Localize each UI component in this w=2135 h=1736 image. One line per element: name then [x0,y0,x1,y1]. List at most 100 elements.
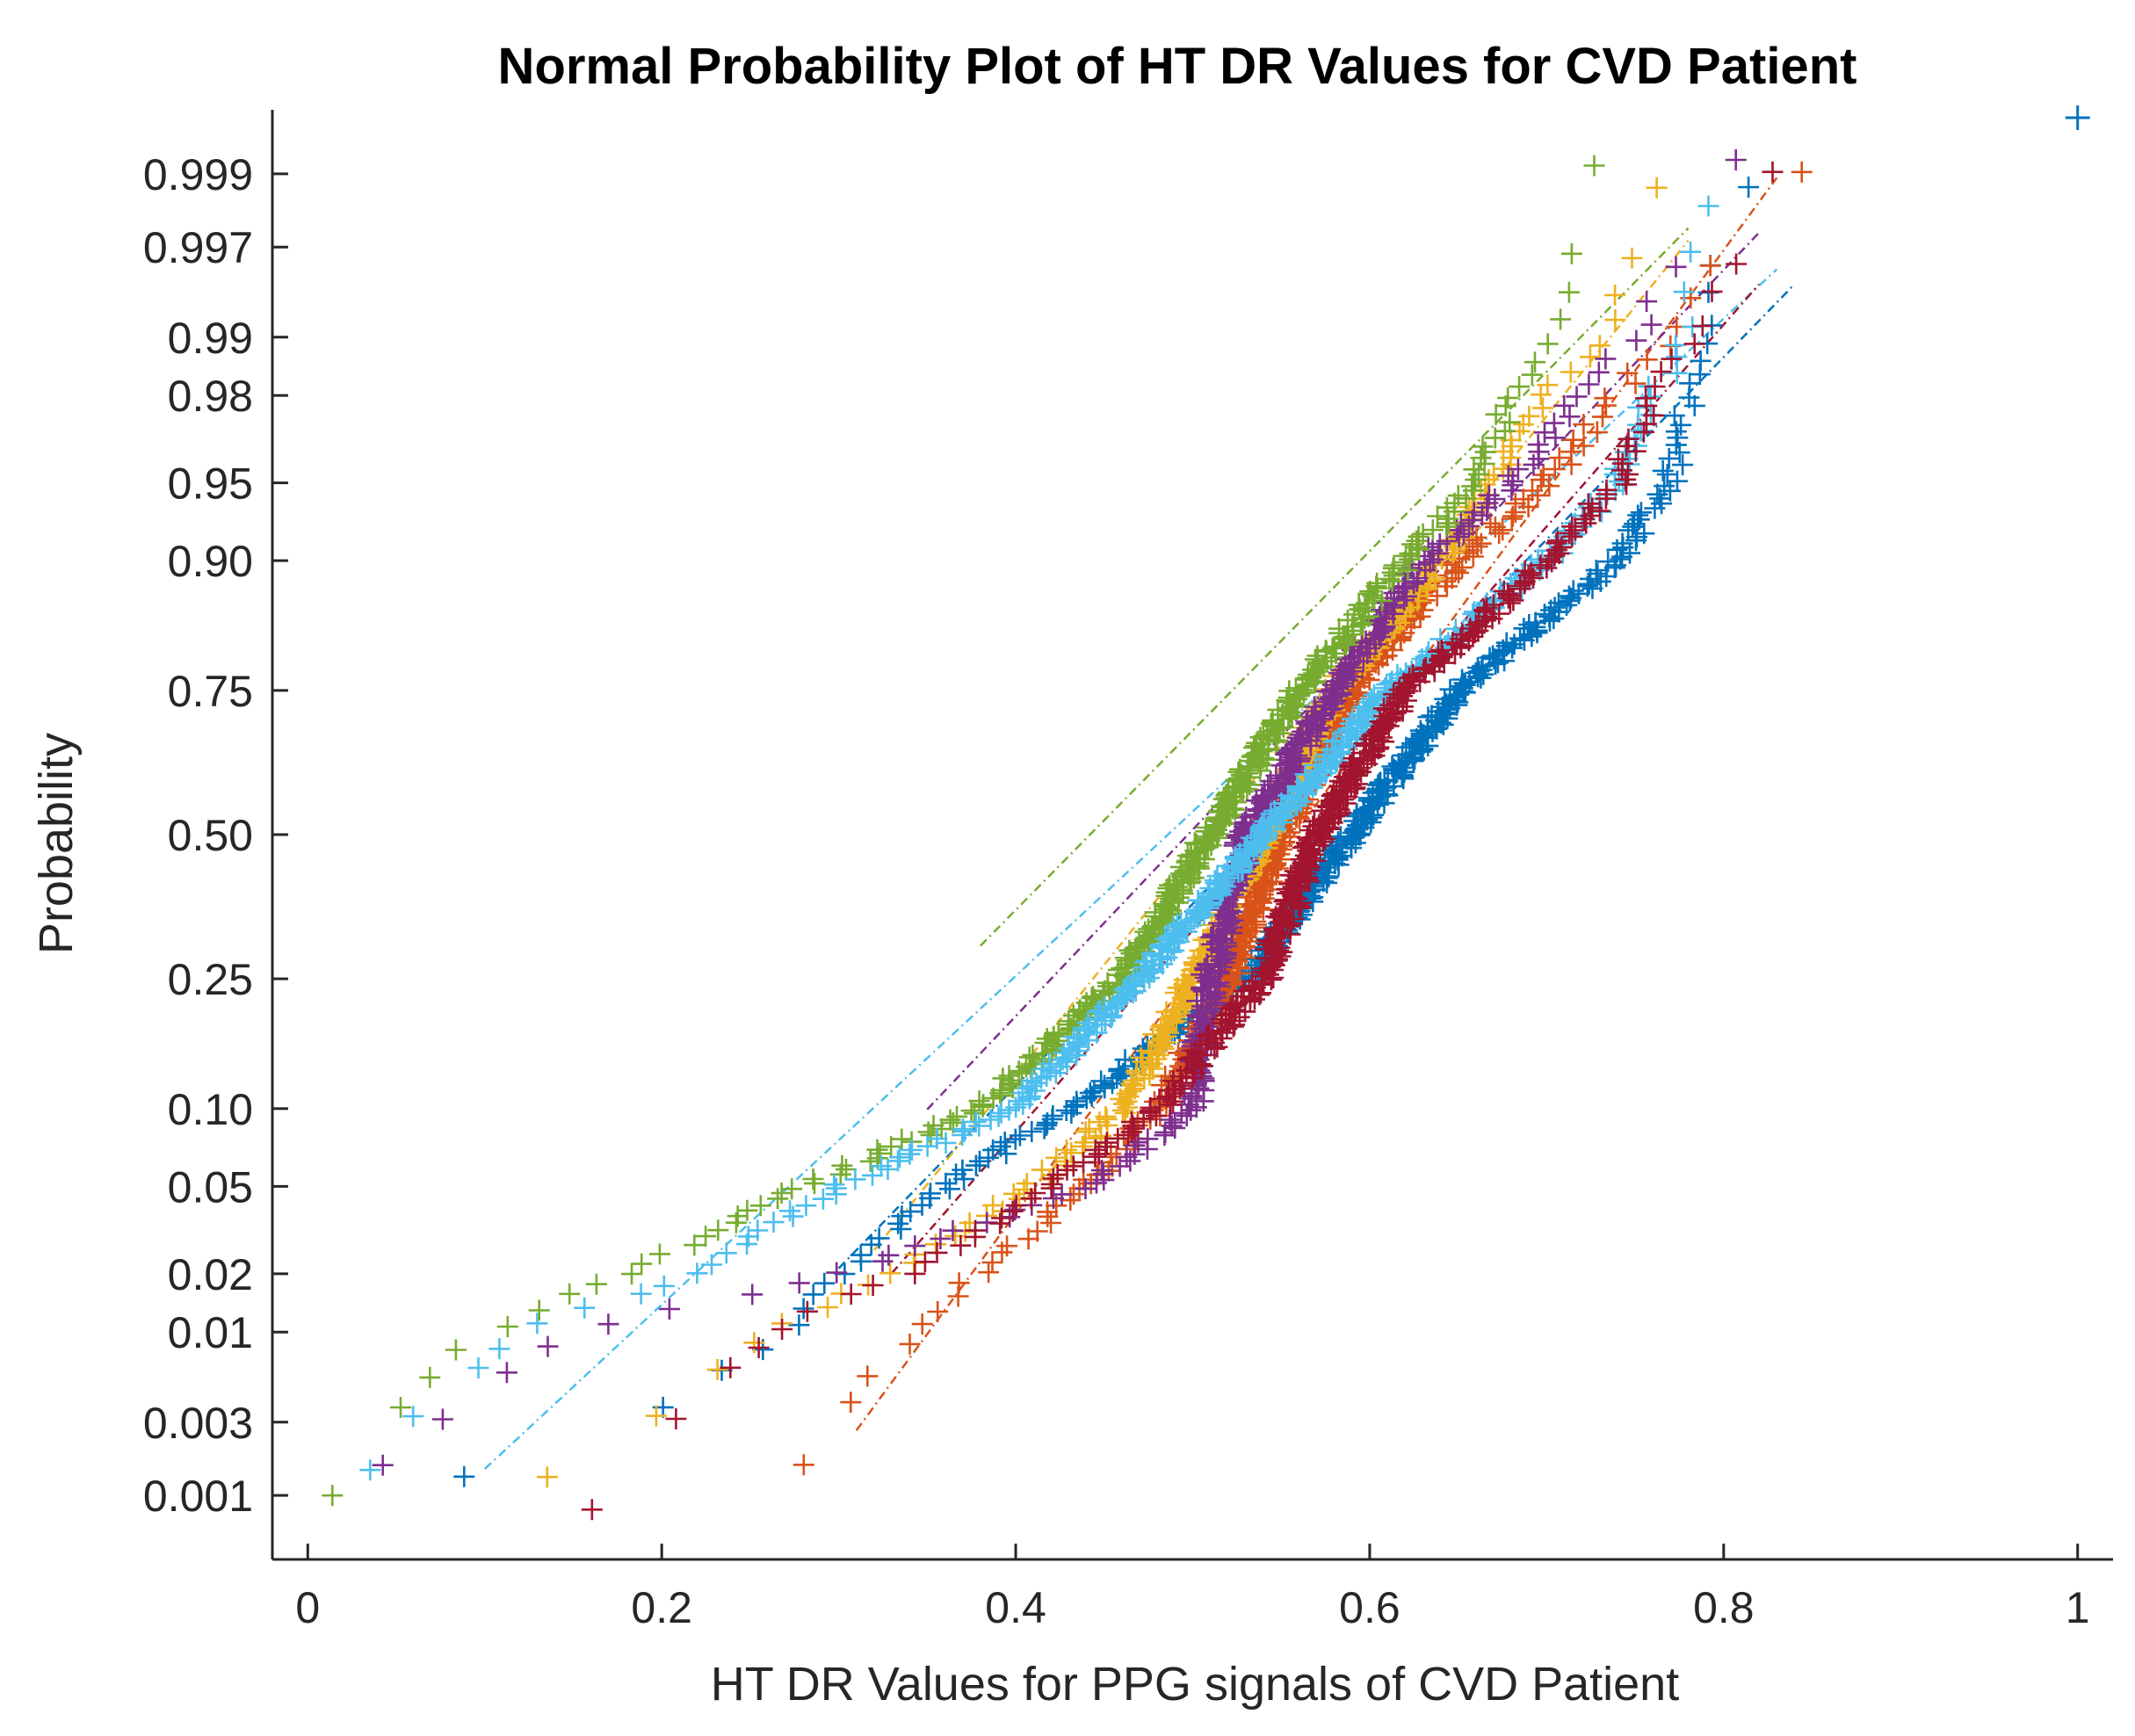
data-point-series-1 [1558,585,1580,607]
data-point-series-4 [878,1244,900,1266]
data-point-series-5 [1509,376,1531,398]
data-point-series-6 [1053,1042,1075,1064]
data-point-series-2 [1562,429,1584,451]
data-point-series-3 [743,1332,765,1354]
x-tick-label: 0.4 [985,1583,1046,1632]
x-tick-label: 0.8 [1693,1583,1755,1632]
data-point-series-1 [969,1150,990,1172]
data-point-series-4 [658,1298,680,1320]
data-point-series-5 [781,1178,803,1200]
data-point-series-5 [1499,411,1521,433]
data-point-series-2 [1592,406,1613,428]
data-point-series-1 [1738,177,1760,198]
data-point-series-1 [1624,513,1645,535]
data-point-series-4 [1043,1188,1064,1209]
data-point-series-7 [1650,361,1672,383]
data-point-series-6 [1089,1000,1111,1021]
data-point-series-1 [920,1183,941,1204]
data-point-series-4 [1260,770,1282,792]
data-point-series-7 [1299,820,1321,841]
data-point-series-5 [749,1195,771,1217]
data-point-series-6 [1665,334,1687,356]
data-point-series-7 [950,1234,972,1256]
data-point-series-6 [926,1128,948,1150]
data-point-series-6 [1063,1026,1085,1048]
data-point-series-5 [1412,523,1434,545]
data-point-series-1 [891,1205,913,1227]
data-point-series-5 [1494,420,1516,442]
data-point-series-4 [1625,329,1647,351]
data-point-series-3 [1164,982,1186,1003]
data-point-series-3 [1075,1121,1096,1143]
data-point-series-5 [1227,761,1249,783]
data-point-series-6 [812,1188,834,1210]
data-point-series-1 [952,1159,973,1181]
data-point-series-5 [946,1105,967,1127]
data-point-series-2 [1512,488,1534,510]
x-tick-label: 0.6 [1339,1583,1400,1632]
data-point-series-5 [1125,937,1147,958]
data-point-series-3 [1537,374,1559,396]
data-point-series-4 [1725,149,1747,170]
data-point-series-5 [1468,463,1489,485]
data-point-series-4 [1202,923,1224,945]
data-point-series-6 [1286,776,1308,798]
data-point-series-4 [942,1219,964,1241]
data-point-series-7 [1095,1136,1117,1158]
data-point-series-7 [1402,663,1424,685]
data-point-series-7 [1399,667,1421,689]
data-point-series-1 [1329,826,1351,848]
data-point-series-1 [965,1154,987,1176]
data-point-series-3 [817,1297,839,1318]
data-point-series-7 [1545,532,1567,554]
data-point-series-7 [1062,1155,1084,1177]
data-point-series-7 [1096,1132,1118,1154]
data-point-series-4 [1484,488,1506,510]
data-point-series-1 [1373,769,1395,791]
data-point-series-5 [1497,387,1519,409]
data-point-series-6 [952,1118,973,1140]
y-tick-label: 0.50 [168,811,253,860]
data-point-series-1 [1066,1090,1088,1112]
data-point-series-7 [965,1219,987,1241]
data-point-series-2 [1502,505,1523,527]
data-point-series-5 [736,1199,758,1221]
data-point-series-5 [866,1139,888,1161]
data-point-series-6 [862,1164,883,1186]
data-point-series-6 [402,1406,424,1428]
data-point-series-1 [1690,350,1712,372]
data-point-series-6 [901,1139,923,1161]
data-point-series-5 [1472,436,1494,458]
data-point-series-7 [1020,1188,1042,1210]
data-point-series-4 [1004,1199,1026,1221]
data-point-series-3 [1458,496,1480,518]
data-point-series-7 [1762,161,1784,183]
data-point-series-5 [1328,618,1350,640]
data-point-series-2 [1532,464,1554,486]
data-point-series-4 [904,1235,926,1257]
data-point-series-5 [1081,987,1103,1009]
data-point-series-7 [1565,519,1586,541]
data-point-series-2 [1026,1220,1048,1242]
data-point-series-6 [489,1338,510,1360]
data-point-series-7 [1283,908,1305,929]
x-tick-label: 0.2 [631,1583,692,1632]
data-point-series-5 [836,1159,857,1180]
y-tick-label: 0.10 [168,1085,253,1134]
plot-layer [322,105,2090,1521]
data-point-series-5 [1383,554,1405,576]
data-point-series-5 [1524,351,1545,373]
data-point-series-7 [991,1207,1012,1229]
data-point-series-7 [840,1284,862,1305]
data-point-series-5 [559,1283,581,1305]
data-point-series-5 [528,1299,550,1321]
data-point-series-7 [1073,1152,1095,1174]
data-point-series-5 [1583,155,1605,177]
data-point-series-1 [1479,647,1501,669]
data-point-series-5 [1558,281,1580,303]
data-point-series-7 [926,1241,948,1263]
axes-layer: 0 0.2 0.4 0.6 0.8 1 0.001 0.003 0.01 0.02 0.05 0.10… [143,110,2113,1632]
data-point-series-6 [1039,1053,1060,1075]
data-point-series-3 [1518,405,1540,427]
data-point-series-2 [1544,459,1566,480]
